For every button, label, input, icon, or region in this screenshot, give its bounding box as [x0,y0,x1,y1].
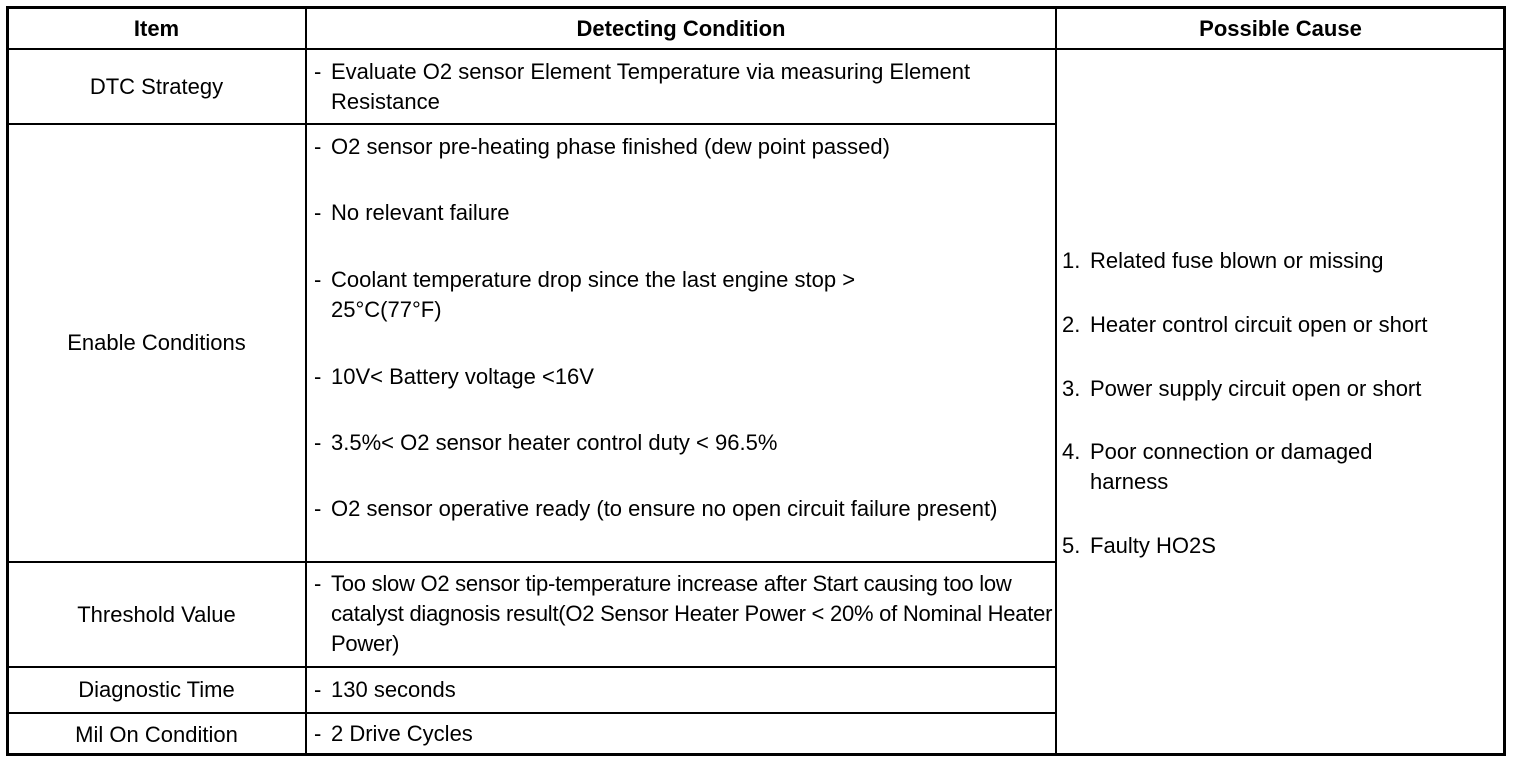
cause-text: Faulty HO2S [1090,533,1216,558]
item-dtc-strategy: DTC Strategy [89,73,224,99]
dash: - [314,364,322,389]
cause-item: 4. Poor connection or damaged harness [1062,437,1502,497]
row-divider [7,666,1057,668]
condition-text: 2 Drive Cycles [331,721,473,746]
dash: - [314,571,322,596]
cause-number: 1. [1062,248,1081,273]
cause-number: 2. [1062,312,1081,337]
dash: - [314,59,322,84]
condition-text: Coolant temperature drop since the last … [331,267,856,322]
condition-text: O2 sensor pre-heating phase finished (de… [331,134,890,159]
condition-text: 10V< Battery voltage <16V [331,364,594,389]
dash: - [314,496,322,521]
item-mil-on-condition: Mil On Condition [75,721,238,747]
column-divider [1055,7,1057,755]
cause-number: 3. [1062,376,1081,401]
cause-text: Power supply circuit open or short [1090,376,1422,401]
dash: - [314,721,322,746]
condition-item: - Coolant temperature drop since the las… [314,265,1054,325]
cause-item: 2. Heater control circuit open or short [1062,310,1502,340]
condition-item: - 130 seconds [314,675,1054,705]
condition-text: No relevant failure [331,200,510,225]
header-possible-cause: Possible Cause [1199,15,1362,41]
header-divider [7,48,1504,50]
condition-item: - No relevant failure [314,198,1054,228]
dash: - [314,677,322,702]
condition-text: 130 seconds [331,677,456,702]
header-item: Item [133,15,180,41]
column-divider [305,7,307,755]
dash: - [314,134,322,159]
cause-text: Related fuse blown or missing [1090,248,1384,273]
dash: - [314,200,322,225]
diagnostic-table [6,6,1506,756]
condition-text: Too slow O2 sensor tip-temperature incre… [331,571,1053,656]
cause-number: 4. [1062,439,1081,464]
condition-item: - Too slow O2 sensor tip-temperature inc… [314,569,1054,659]
row-divider [7,712,1057,714]
dash: - [314,430,322,455]
condition-item: - O2 sensor pre-heating phase finished (… [314,132,1054,162]
condition-item: - 10V< Battery voltage <16V [314,362,1054,392]
cause-number: 5. [1062,533,1081,558]
condition-text: Evaluate O2 sensor Element Temperature v… [331,59,971,114]
cause-text: Heater control circuit open or short [1090,312,1428,337]
condition-text: O2 sensor operative ready (to ensure no … [331,496,998,521]
row-divider [7,123,1057,125]
cause-item: 3. Power supply circuit open or short [1062,374,1502,404]
condition-text: 3.5%< O2 sensor heater control duty < 96… [331,430,778,455]
item-diagnostic-time: Diagnostic Time [78,677,235,702]
dash: - [314,267,322,292]
cause-item: 1. Related fuse blown or missing [1062,246,1502,276]
condition-item: - 3.5%< O2 sensor heater control duty < … [314,428,1054,458]
condition-item: - Evaluate O2 sensor Element Temperature… [314,57,1054,117]
header-detecting-condition: Detecting Condition [576,15,786,41]
item-enable-conditions: Enable Conditions [67,330,246,355]
condition-item: - O2 sensor operative ready (to ensure n… [314,494,1054,524]
row-divider [7,561,1057,563]
condition-item: - 2 Drive Cycles [314,719,1054,749]
cause-item: 5. Faulty HO2S [1062,531,1502,561]
item-threshold-value: Threshold Value [77,601,236,627]
cause-text: Poor connection or damaged harness [1090,439,1373,494]
